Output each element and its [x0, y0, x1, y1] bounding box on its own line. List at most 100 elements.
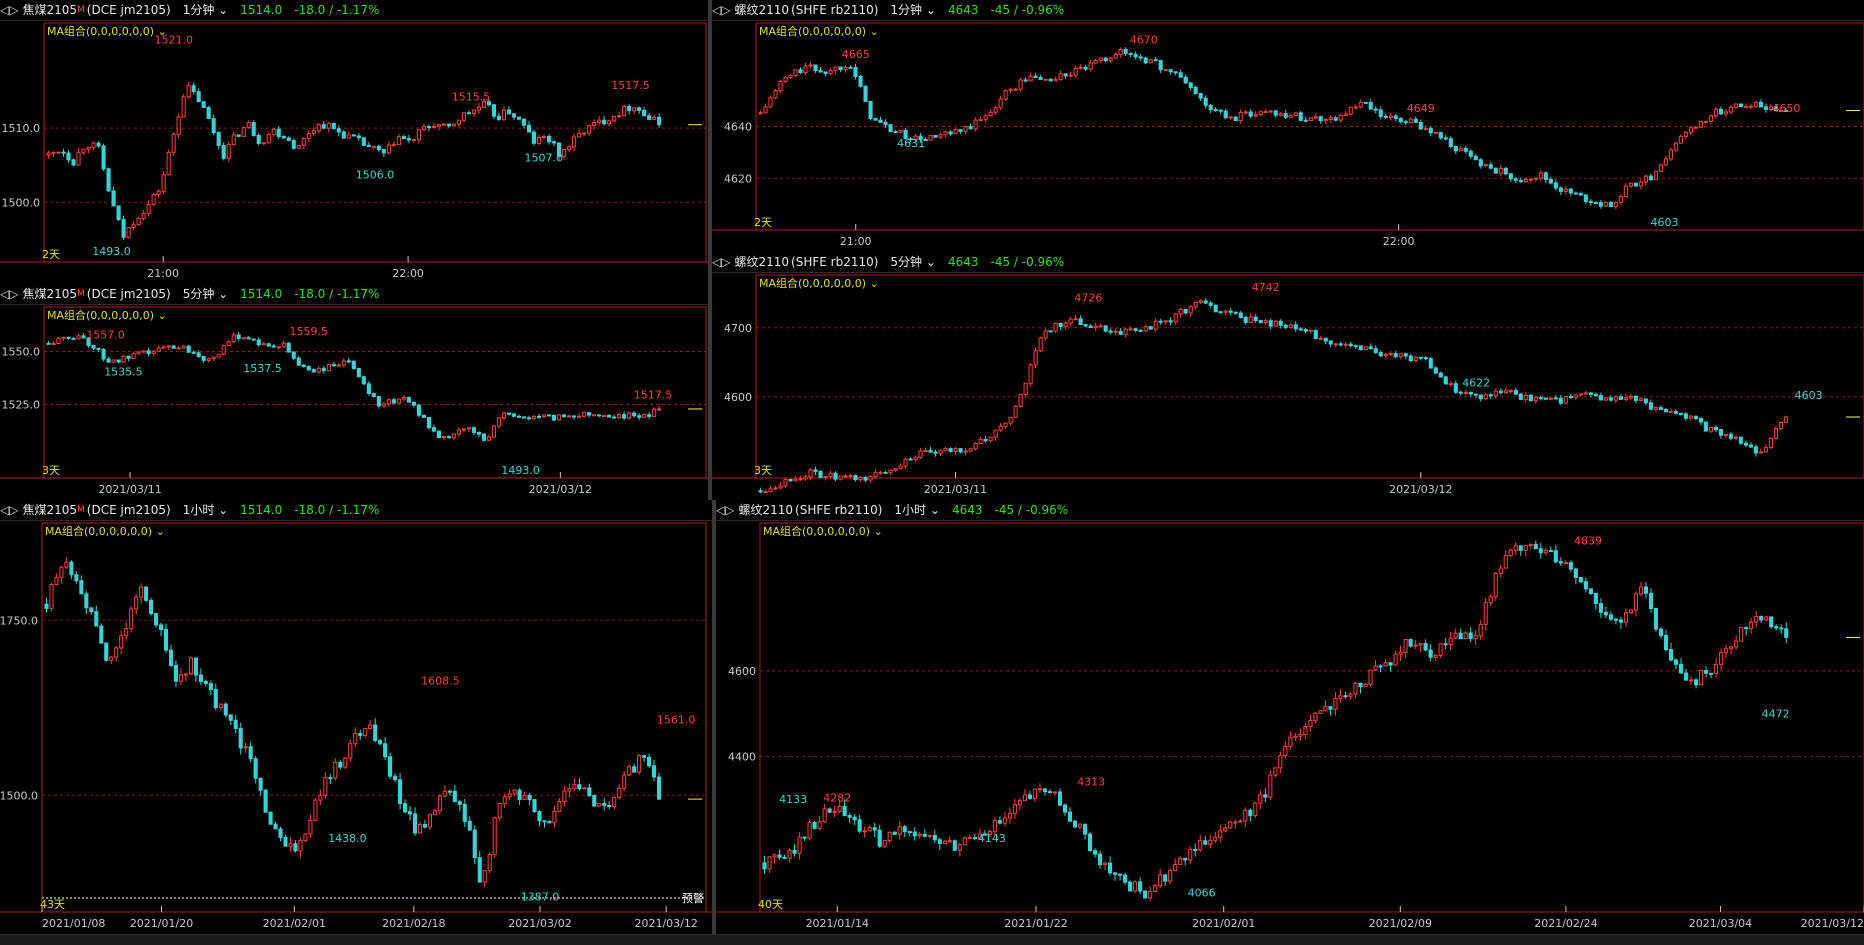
candle-body — [1003, 90, 1008, 100]
contract-code: (DCE jm2105) — [86, 3, 171, 17]
candle-body — [1393, 115, 1398, 119]
candle-body — [61, 336, 66, 339]
candle-body — [997, 820, 1002, 824]
candle-body — [768, 488, 773, 493]
candle-body — [763, 106, 768, 114]
candlestick-chart[interactable]: 4700 4600 2021/03/11 2021/03/12 4726 4742 4622… — [712, 272, 1864, 500]
candlestick-chart[interactable]: 4640 4620 21:00 22:00 4665 4670 4649 4650 4631 46… — [712, 20, 1864, 252]
ma-indicator-label[interactable]: MA组合(0,0,0,0,0,0) ⌄ — [47, 308, 167, 322]
candle-body — [1018, 79, 1023, 90]
panel-header[interactable]: ◁▷ 焦煤2105M (DCE jm2105) 1分钟 ⌄ 1514.0 -18.0 / … — [0, 0, 708, 21]
candle-body — [181, 345, 186, 349]
panel-header[interactable]: ◁▷ 螺纹2110 (SHFE rb2110) 1小时 ⌄ 4643 -45 / -0.9… — [716, 500, 1864, 521]
candle-body — [778, 80, 783, 91]
ma-indicator-label[interactable]: MA组合(0,0,0,0,0,0) ⌄ — [45, 524, 165, 538]
nav-arrows-icon[interactable]: ◁▷ — [0, 3, 19, 17]
nav-arrows-icon[interactable]: ◁▷ — [0, 503, 19, 517]
candle-body — [1743, 442, 1748, 446]
y-tick-label: 4600 — [724, 391, 752, 404]
candle-body — [1057, 791, 1063, 806]
candle-body — [341, 131, 346, 139]
candle-body — [1223, 110, 1228, 119]
candle-body — [562, 149, 567, 157]
candle-body — [1518, 393, 1523, 400]
candle-body — [1183, 857, 1188, 861]
candle-body — [1663, 408, 1668, 413]
period-selector[interactable]: 1分钟 ⌄ — [890, 3, 936, 17]
candle-body — [1093, 325, 1098, 329]
candle-body — [406, 138, 411, 141]
low-price-label: 1387.0 — [521, 890, 560, 903]
candle-body — [907, 831, 912, 834]
candle-body — [472, 829, 477, 859]
x-tick-label: 21:00 — [840, 235, 872, 248]
candle-body — [1052, 791, 1058, 794]
candle-body — [1568, 562, 1573, 570]
candle-body — [1353, 345, 1358, 348]
nav-arrows-icon[interactable]: ◁▷ — [0, 287, 19, 301]
candle-body — [296, 145, 301, 149]
ma-indicator-label[interactable]: MA组合(0,0,0,0,0,0) ⌄ — [763, 524, 883, 538]
candle-body — [1418, 121, 1423, 130]
panel-header[interactable]: ◁▷ 焦煤2105M (DCE jm2105) 5分钟 ⌄ 1514.0 -18.0 / … — [0, 284, 708, 305]
period-selector[interactable]: 5分钟 ⌄ — [890, 255, 936, 269]
candle-body — [1468, 391, 1473, 395]
candle-body — [597, 119, 602, 123]
candle-body — [308, 819, 313, 835]
period-selector[interactable]: 1小时 ⌄ — [182, 503, 229, 517]
nav-arrows-icon[interactable]: ◁▷ — [712, 255, 731, 269]
candle-body — [567, 415, 572, 418]
candle-body — [171, 133, 176, 153]
alert-label[interactable]: 预警 — [682, 891, 704, 905]
candlestick-chart[interactable]: 1510.0 1500.0 21:00 22:00 1521.0 1515.5 1517.5… — [0, 20, 708, 284]
candle-body — [582, 132, 587, 135]
vertical-divider-bottom[interactable] — [712, 500, 716, 934]
candle-body — [937, 839, 942, 845]
candle-body — [1668, 649, 1674, 661]
candle-body — [913, 135, 918, 140]
candle-body — [1758, 451, 1763, 454]
candlestick-chart[interactable]: 4600 4400 2021/01/14 2021/01/22 2021/02/01 20… — [716, 520, 1864, 934]
period-selector[interactable]: 1分钟 ⌄ — [182, 3, 229, 17]
candle-body — [1123, 48, 1128, 54]
candle-body — [481, 101, 487, 108]
candle-body — [376, 145, 381, 151]
period-selector[interactable]: 1小时 ⌄ — [894, 503, 940, 517]
candle-body — [1613, 396, 1618, 401]
candlestick-chart[interactable]: 1550.0 1525.0 2021/03/11 2021/03/12 1557.0 15… — [0, 304, 708, 500]
candle-body — [1478, 623, 1483, 637]
candle-body — [129, 608, 134, 630]
candle-body — [1253, 802, 1258, 817]
panel-header[interactable]: ◁▷ 焦煤2105M (DCE jm2105) 1小时 ⌄ 1514.0 -18.0 / … — [0, 500, 712, 521]
candle-body — [236, 134, 241, 137]
candle-body — [652, 116, 657, 120]
candle-body — [326, 364, 331, 372]
period-selector[interactable]: 5分钟 ⌄ — [182, 287, 229, 301]
candlestick-chart[interactable]: 1750.0 1500.0 2021/01/08 2021/01/20 2021/02/… — [0, 520, 712, 934]
candle-body — [797, 836, 802, 854]
panel-header[interactable]: ◁▷ 螺纹2110 (SHFE rb2110) 1分钟 ⌄ 4643 -45 / -0.9… — [712, 0, 1864, 21]
ma-indicator-label[interactable]: MA组合(0,0,0,0,0,0) ⌄ — [759, 24, 879, 38]
candle-body — [857, 819, 862, 832]
high-price-label: 1521.0 — [155, 33, 194, 46]
candle-body — [872, 827, 877, 831]
candle-body — [802, 836, 807, 839]
nav-arrows-icon[interactable]: ◁▷ — [712, 3, 731, 17]
candle-body — [1338, 343, 1343, 346]
candle-body — [1228, 821, 1233, 829]
candle-body — [1784, 628, 1789, 639]
candle-body — [1338, 695, 1343, 699]
nav-arrows-icon[interactable]: ◁▷ — [716, 503, 735, 517]
ma-indicator-label[interactable]: MA组合(0,0,0,0,0,0) ⌄ — [47, 24, 167, 38]
vertical-divider-top[interactable] — [708, 0, 712, 500]
candle-body — [1303, 726, 1308, 736]
ma-indicator-label[interactable]: MA组合(0,0,0,0,0,0) ⌄ — [759, 276, 879, 290]
candle-body — [1128, 881, 1133, 892]
candle-body — [1163, 69, 1168, 72]
candle-body — [1203, 840, 1208, 845]
candle-body — [46, 152, 51, 156]
candle-body — [248, 746, 253, 760]
candle-body — [1343, 113, 1348, 116]
panel-header[interactable]: ◁▷ 螺纹2110 (SHFE rb2110) 5分钟 ⌄ 4643 -45 / -0.9… — [712, 252, 1864, 273]
candle-body — [1448, 138, 1453, 147]
